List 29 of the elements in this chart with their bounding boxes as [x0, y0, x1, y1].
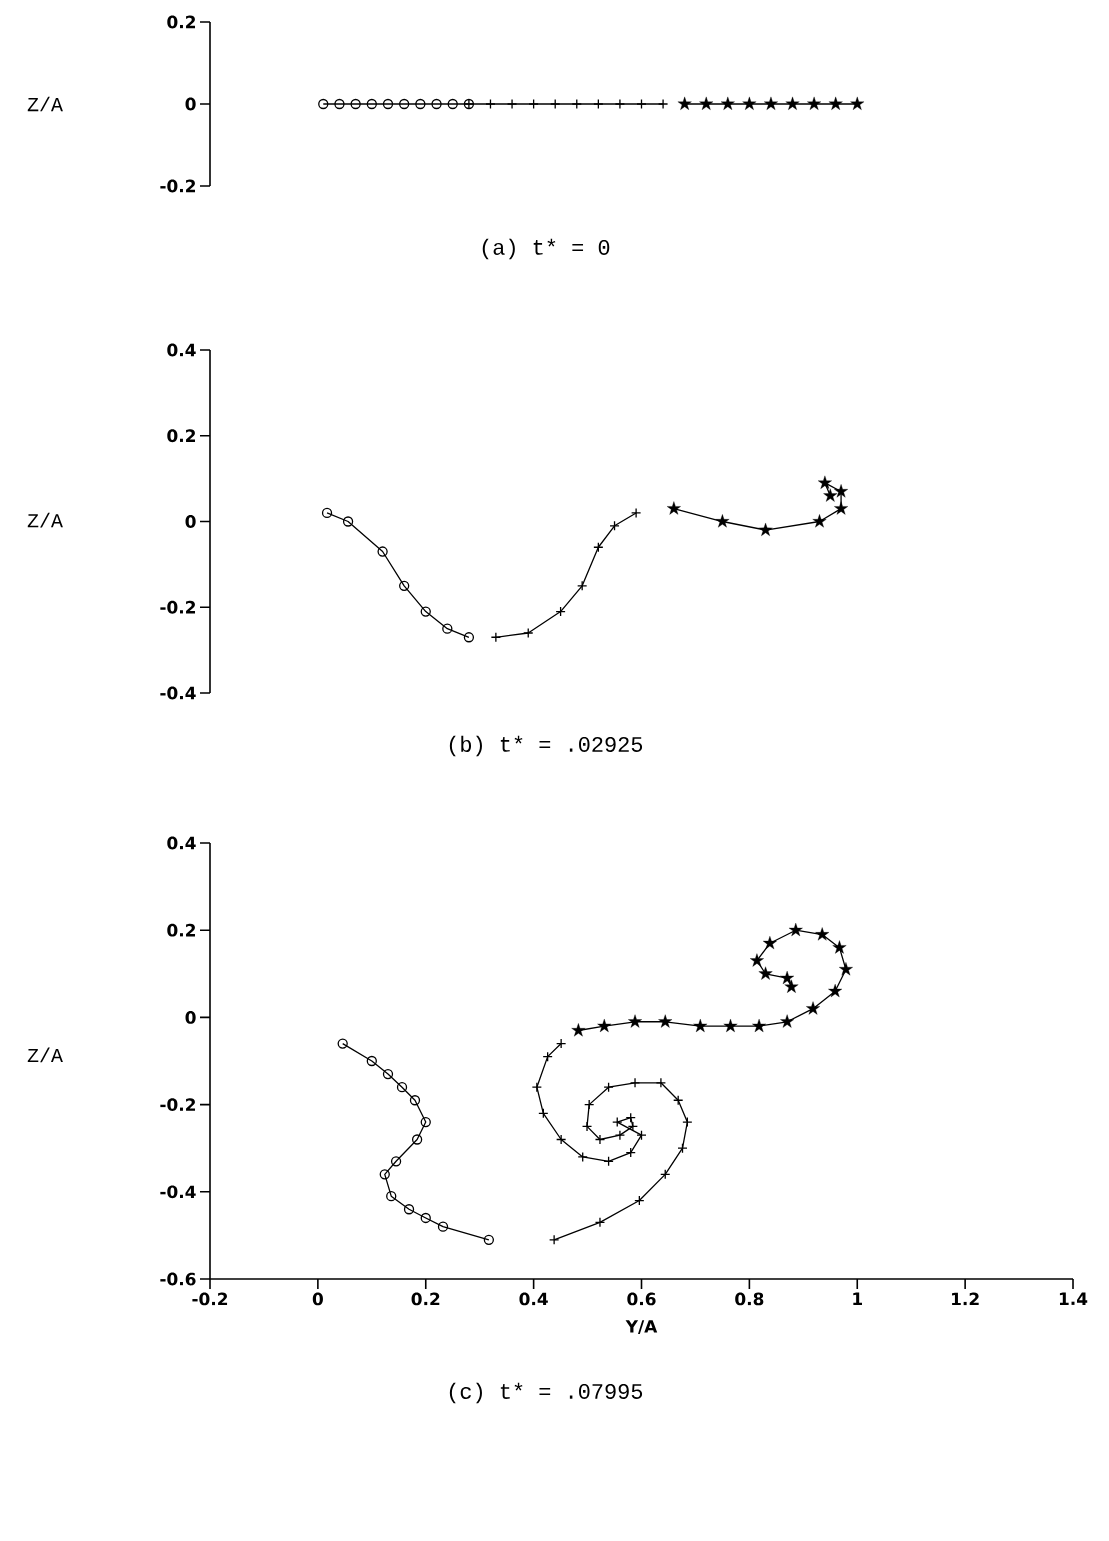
x-axis-title: Y/A [625, 1320, 658, 1335]
y-tick-label: -0.4 [160, 686, 196, 700]
y-axis-title: Z/A [27, 96, 63, 112]
x-tick-label: 1 [853, 1292, 862, 1305]
y-tick-label: -0.2 [160, 179, 196, 193]
x-tick-label: 0.2 [411, 1292, 440, 1306]
text: (a) t* = 0 [482, 238, 610, 260]
x-tick-label: 1.2 [952, 1292, 979, 1306]
y-tick-label: -0.2 [160, 600, 196, 614]
x-tick-label: 0.8 [735, 1292, 764, 1306]
y-tick-label: 0.2 [167, 15, 196, 29]
y-tick-label: -0.2 [160, 1098, 196, 1112]
y-tick-label: 0.2 [167, 923, 196, 937]
y-tick-label: -0.4 [160, 1185, 196, 1199]
y-tick-label: 0 [185, 97, 196, 111]
x-tick-label: 1.4 [1059, 1292, 1088, 1305]
text: (b) t* = .02925 [449, 735, 643, 757]
y-tick-label: 0.4 [167, 836, 196, 850]
y-tick-label: -0.6 [160, 1272, 196, 1286]
x-tick-label: 0.6 [627, 1292, 656, 1306]
text: (c) t* = .07995 [449, 1382, 643, 1404]
x-tick-label: 0.4 [519, 1292, 548, 1306]
y-tick-label: 0 [185, 515, 196, 528]
y-tick-label: 0 [185, 1011, 196, 1024]
y-tick-label: 0.2 [167, 429, 196, 443]
y-axis-title: Z/A [27, 1047, 63, 1063]
y-tick-label: 0.4 [167, 343, 196, 357]
x-tick-label: 0 [312, 1292, 323, 1306]
y-axis-title: Z/A [27, 512, 63, 528]
